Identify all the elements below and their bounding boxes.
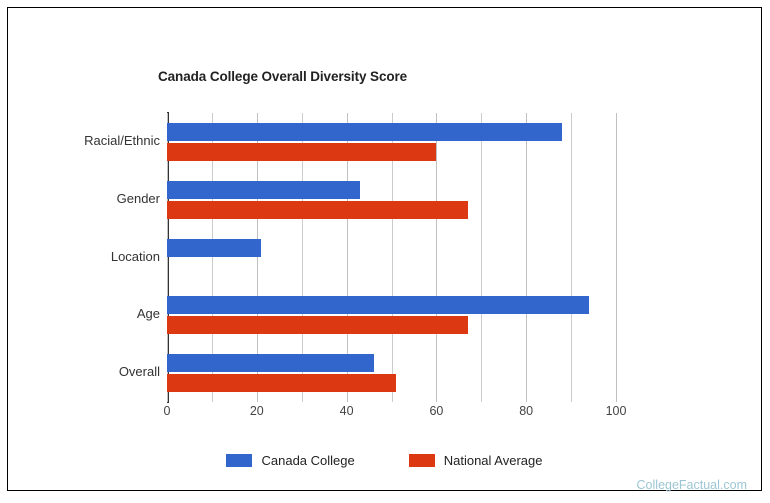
watermark-collegefactual: CollegeFactual.com	[636, 478, 747, 492]
chart-title: Canada College Overall Diversity Score	[158, 69, 408, 84]
gridline	[436, 113, 438, 402]
gridline	[391, 113, 393, 402]
gridline	[301, 113, 303, 402]
bar-racial-ethnic-national-average	[167, 142, 437, 161]
bar-overall-national-average	[167, 374, 396, 393]
bar-age-canada-college	[167, 296, 590, 315]
gridline	[571, 113, 573, 402]
chart-legend: Canada College National Average	[8, 453, 761, 468]
y-axis-label-age: Age	[136, 306, 160, 322]
x-tick-80: 80	[519, 404, 534, 418]
x-tick-0: 0	[163, 404, 171, 418]
chart-frame: Canada College Overall Diversity Score R…	[7, 7, 762, 492]
y-axis-label-gender: Gender	[116, 190, 160, 206]
x-tick-40: 40	[339, 404, 354, 418]
y-axis-label-racial-ethnic: Racial/Ethnic	[84, 132, 160, 148]
legend-label: National Average	[443, 453, 543, 468]
x-axis-tick-labels: 0 20 40 60 80 100	[163, 404, 633, 424]
legend-item-canada-college[interactable]: Canada College	[226, 453, 355, 468]
y-axis-category-labels: Racial/Ethnic Gender Location Age Overall	[18, 113, 160, 402]
legend-label: Canada College	[261, 453, 355, 468]
legend-swatch-icon	[408, 454, 435, 467]
bar-gender-national-average	[167, 200, 468, 219]
bar-location-canada-college	[167, 238, 262, 257]
x-tick-60: 60	[429, 404, 444, 418]
bar-gender-canada-college	[167, 180, 361, 199]
bar-overall-canada-college	[167, 354, 374, 373]
bar-age-national-average	[167, 316, 468, 335]
y-axis-label-location: Location	[110, 248, 160, 264]
legend-swatch-icon	[226, 454, 253, 467]
legend-item-national-average[interactable]: National Average	[408, 453, 543, 468]
x-tick-100: 100	[605, 404, 627, 418]
gridline	[211, 113, 213, 402]
gridline	[526, 113, 528, 402]
gridline	[256, 113, 258, 402]
gridline	[481, 113, 483, 402]
gridline	[616, 113, 617, 402]
gridline	[346, 113, 348, 402]
x-tick-20: 20	[249, 404, 264, 418]
bar-racial-ethnic-canada-college	[167, 122, 563, 141]
gridline	[167, 113, 168, 402]
plot-area	[167, 113, 633, 402]
y-axis-label-overall: Overall	[118, 364, 160, 380]
